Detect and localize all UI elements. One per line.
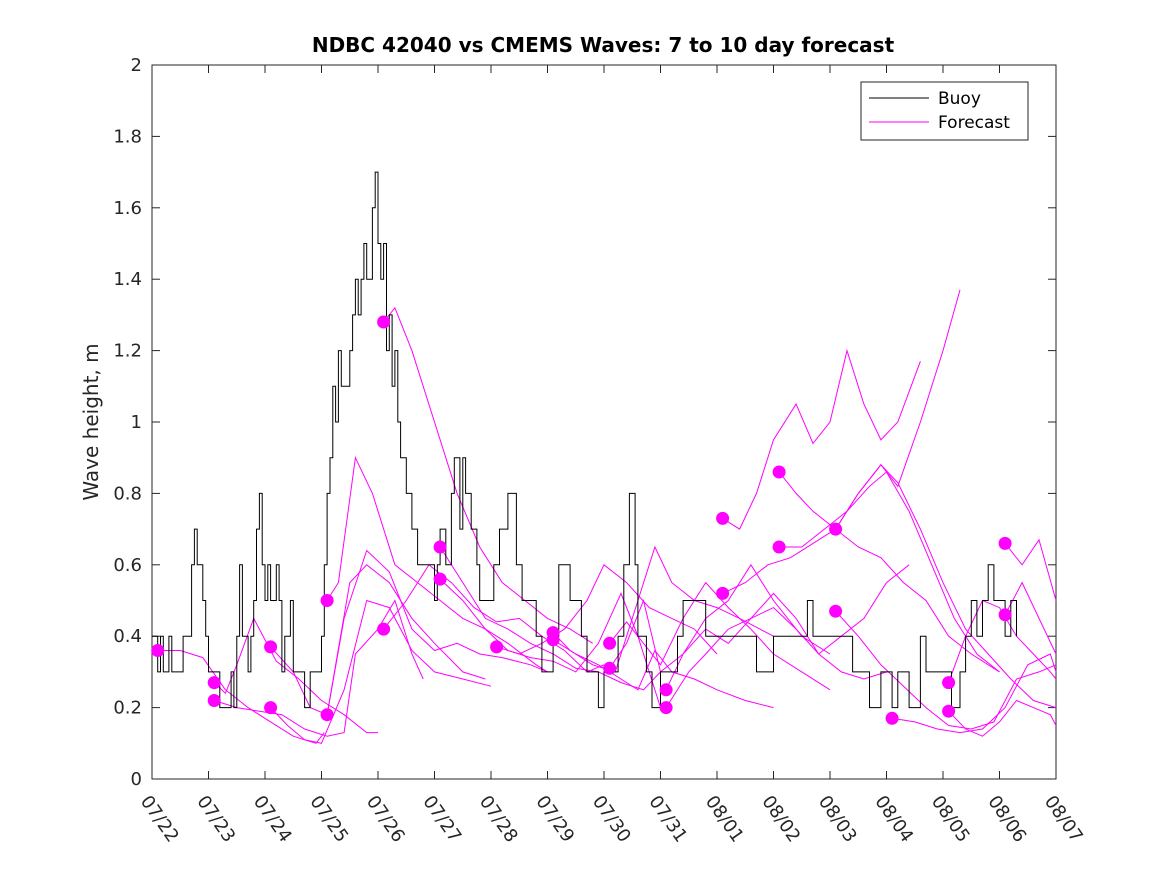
forecast-start-point <box>320 594 334 607</box>
forecast-start-point <box>546 633 560 647</box>
forecast-start-point <box>942 676 956 690</box>
forecast-start-point <box>490 640 504 654</box>
forecast-run-line <box>326 455 548 673</box>
forecast-run-line <box>722 348 921 530</box>
forecast-run-line <box>496 564 718 655</box>
forecast-start-point <box>829 522 843 536</box>
forecast-start-point <box>603 661 617 675</box>
forecast-run-line <box>383 564 605 673</box>
forecast-start-point <box>207 676 221 690</box>
y-tick-label: 0.2 <box>113 698 142 719</box>
forecast-run-line <box>665 564 910 708</box>
forecast-start-point <box>207 694 221 707</box>
forecast-start-point <box>377 622 391 636</box>
forecast-start-point <box>151 644 165 657</box>
forecast-start-point <box>433 572 447 586</box>
y-tick-label: 2 <box>131 55 142 76</box>
forecast-start-point <box>659 701 673 715</box>
y-tick-label: 1.4 <box>113 269 142 290</box>
y-tick-label: 0.8 <box>113 483 142 504</box>
y-tick-label: 1.8 <box>113 126 142 147</box>
forecast-run-line <box>665 592 887 691</box>
forecast-run-line <box>552 545 774 673</box>
y-tick-label: 0 <box>131 769 142 790</box>
forecast-run-line <box>270 599 492 744</box>
forecast-start-point <box>603 636 617 650</box>
forecast-run-line <box>948 699 1057 737</box>
y-tick-label: 1.2 <box>113 341 142 362</box>
forecast-start-point <box>829 604 843 618</box>
axes-box <box>151 64 1057 780</box>
legend: Buoy Forecast <box>860 81 1029 141</box>
buoy-series-line <box>152 171 1017 709</box>
y-tick-label: 1.6 <box>113 198 142 219</box>
y-tick-label: 1 <box>131 412 142 433</box>
forecast-start-point <box>942 704 956 718</box>
forecast-start-point <box>998 608 1012 622</box>
forecast-start-point <box>659 683 673 697</box>
forecast-run-line <box>1004 538 1057 601</box>
chart-title: NDBC 42040 vs CMEMS Waves: 7 to 10 day f… <box>312 33 895 57</box>
legend-forecast-label: Forecast <box>938 113 1010 133</box>
forecast-start-point <box>885 711 899 725</box>
forecast-start-point <box>772 465 786 479</box>
plot-area <box>151 64 1057 780</box>
forecast-run-line <box>383 306 593 644</box>
forecast-run-line <box>1004 581 1057 655</box>
forecast-run-line <box>214 599 424 737</box>
forecast-run-line <box>892 653 1057 734</box>
forecast-run-line <box>779 471 1000 673</box>
forecast-start-point <box>377 315 391 329</box>
legend-buoy-label: Buoy <box>938 89 981 109</box>
forecast-start-point <box>716 511 730 525</box>
forecast-start-point <box>772 540 786 554</box>
forecast-start-point <box>998 536 1012 550</box>
series-layer <box>151 171 1057 744</box>
forecast-start-point <box>320 708 334 722</box>
forecast-run-line <box>948 599 1057 683</box>
forecast-start-point <box>716 586 730 600</box>
y-axis: 0 0.2 0.4 0.6 0.8 1 1.2 1.4 1.6 1.8 2 <box>113 55 1056 790</box>
forecast-run-line <box>326 549 548 715</box>
forecast-start-point <box>264 701 278 715</box>
forecast-run-line <box>835 464 1057 709</box>
y-axis-label: Wave height, m <box>79 343 103 500</box>
legend-box <box>860 81 1029 141</box>
forecast-start-point <box>433 540 447 554</box>
y-tick-label: 0.4 <box>113 626 142 647</box>
forecast-run-line <box>835 610 1057 730</box>
forecast-start-point <box>264 640 278 654</box>
y-tick-label: 0.6 <box>113 555 142 576</box>
forecast-run-line <box>778 471 1000 673</box>
